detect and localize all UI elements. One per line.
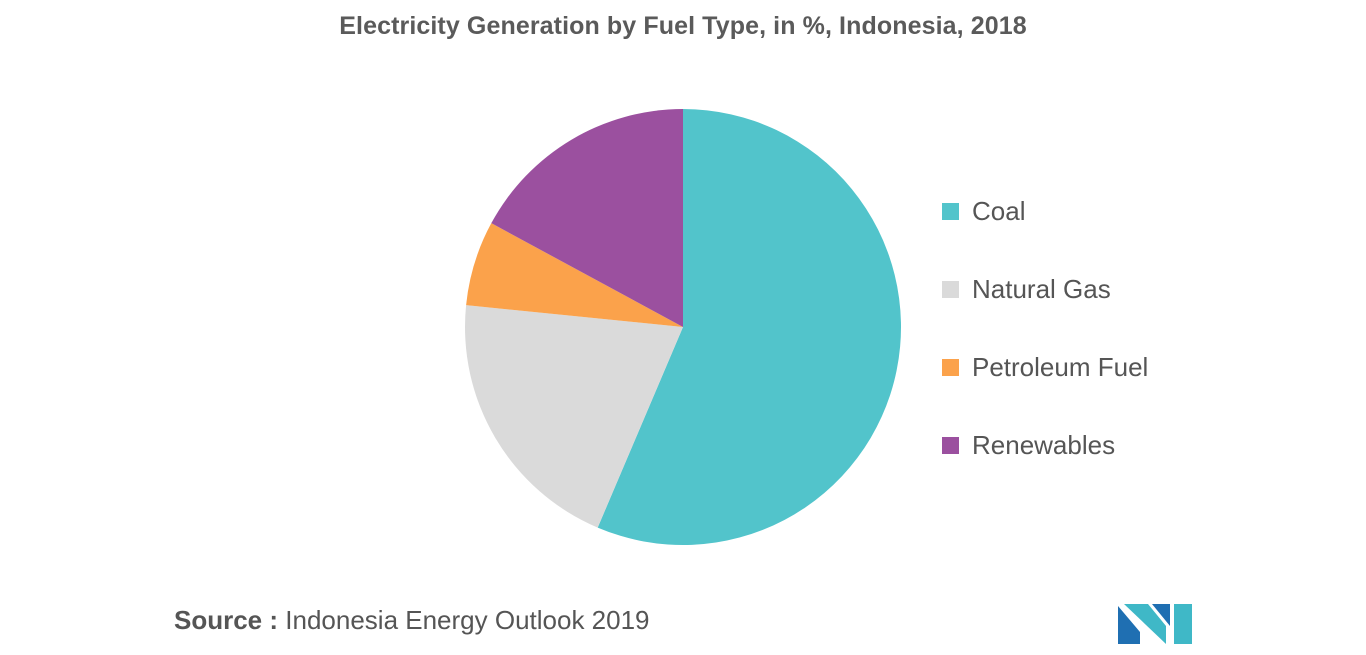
pie-slice-renewables — [491, 109, 683, 327]
legend-item-petroleum-fuel: Petroleum Fuel — [942, 349, 1148, 385]
legend-label-renewables: Renewables — [972, 429, 1116, 460]
pie-slice-natural-gas — [464, 305, 683, 528]
legend-swatch-renewables — [942, 436, 959, 454]
legend-swatch-natural-gas — [942, 280, 959, 298]
chart-legend: Coal Natural Gas Petroleum Fuel Renewabl… — [942, 193, 1148, 505]
legend-swatch-petroleum-fuel — [942, 358, 959, 376]
source-text: Indonesia Energy Outlook 2019 — [285, 605, 650, 635]
legend-item-coal: Coal — [942, 193, 1148, 229]
legend-item-natural-gas: Natural Gas — [942, 271, 1148, 307]
legend-swatch-coal — [942, 202, 959, 220]
pie-slices — [464, 109, 902, 546]
chart-title: Electricity Generation by Fuel Type, in … — [339, 12, 1027, 40]
legend-label-petroleum-fuel: Petroleum Fuel — [972, 351, 1149, 382]
mordor-intelligence-logo-icon — [1118, 604, 1192, 644]
legend-label-coal: Coal — [972, 195, 1026, 226]
source-note: Source : Indonesia Energy Outlook 2019 — [174, 605, 650, 636]
legend-label-natural-gas: Natural Gas — [972, 273, 1111, 304]
pie-slice-petroleum-fuel — [466, 223, 683, 327]
pie-slice-coal — [597, 109, 902, 546]
legend-item-renewables: Renewables — [942, 427, 1148, 463]
source-prefix: Source : — [174, 605, 279, 635]
